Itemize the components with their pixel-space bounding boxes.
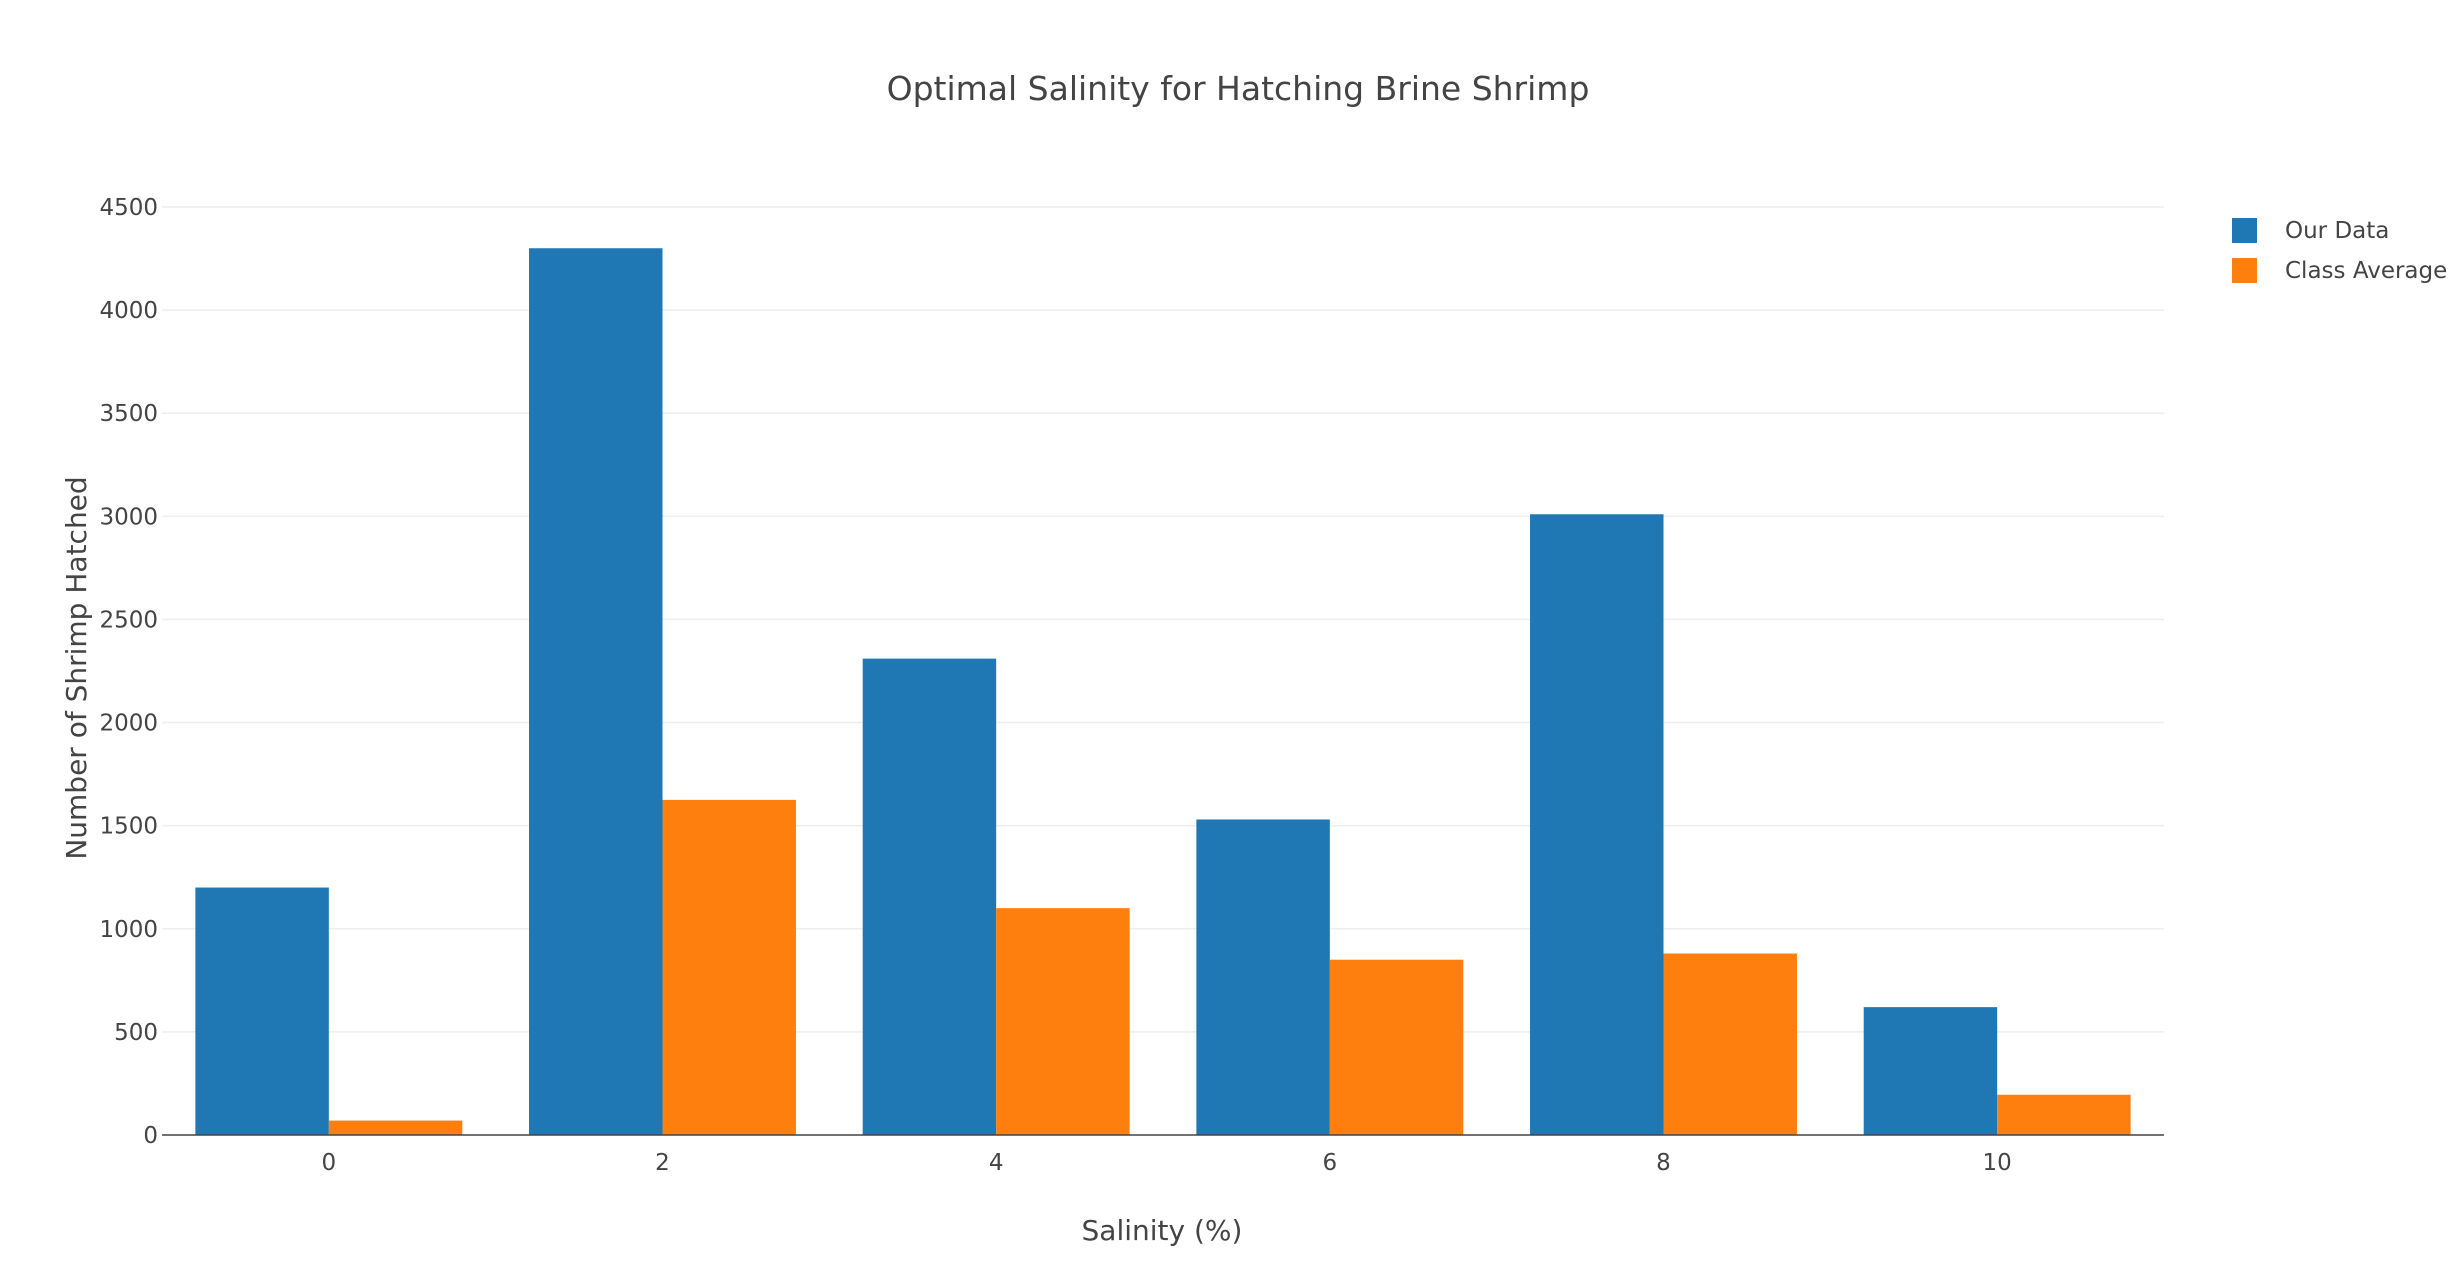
bar-class-average-8[interactable] <box>1663 953 1797 1135</box>
bars <box>195 248 2131 1135</box>
legend-label-class-average[interactable]: Class Average <box>2285 258 2447 284</box>
y-tick-label: 500 <box>114 1020 158 1046</box>
legend-swatch-our-data[interactable] <box>2232 218 2257 243</box>
x-tick-label: 6 <box>1323 1150 1338 1176</box>
bar-our-data-10[interactable] <box>1863 1007 1998 1135</box>
x-tick-label: 2 <box>655 1150 670 1176</box>
y-tick-label: 0 <box>143 1123 158 1149</box>
y-tick-label: 4000 <box>99 298 158 324</box>
legend[interactable]: Our Data Class Average <box>2232 218 2447 284</box>
bar-class-average-2[interactable] <box>662 799 796 1135</box>
y-tick-label: 3000 <box>99 504 158 530</box>
bar-our-data-0[interactable] <box>195 887 329 1135</box>
y-axis-title: Number of Shrimp Hatched <box>60 476 93 859</box>
legend-swatch-class-average[interactable] <box>2232 258 2257 283</box>
axes: 0 500 1000 1500 2000 2500 3000 3500 4000 4500 0 2 4 6… <box>99 195 2164 1176</box>
y-tick-label: 1000 <box>99 917 158 943</box>
bar-class-average-6[interactable] <box>1329 959 1464 1135</box>
y-tick-label: 1500 <box>99 814 158 840</box>
bar-class-average-0[interactable] <box>328 1120 463 1135</box>
bar-our-data-8[interactable] <box>1530 514 1664 1135</box>
legend-label-our-data[interactable]: Our Data <box>2285 218 2389 244</box>
y-tick-label: 3500 <box>99 401 158 427</box>
bar-class-average-10[interactable] <box>1997 1094 2131 1135</box>
bar-our-data-6[interactable] <box>1196 819 1330 1135</box>
gridlines <box>162 206 2164 1033</box>
y-tick-label: 4500 <box>99 195 158 221</box>
x-tick-label: 10 <box>1983 1150 2012 1176</box>
bar-our-data-2[interactable] <box>529 248 663 1135</box>
y-tick-label: 2000 <box>99 711 158 737</box>
x-tick-label: 4 <box>989 1150 1004 1176</box>
x-tick-label: 8 <box>1656 1150 1671 1176</box>
y-tick-label: 2500 <box>99 607 158 633</box>
chart-title: Optimal Salinity for Hatching Brine Shri… <box>887 69 1590 108</box>
bar-class-average-4[interactable] <box>996 908 1130 1135</box>
x-axis-title: Salinity (%) <box>1082 1214 1243 1247</box>
x-tick-label: 0 <box>322 1150 337 1176</box>
bar-our-data-4[interactable] <box>862 658 997 1135</box>
